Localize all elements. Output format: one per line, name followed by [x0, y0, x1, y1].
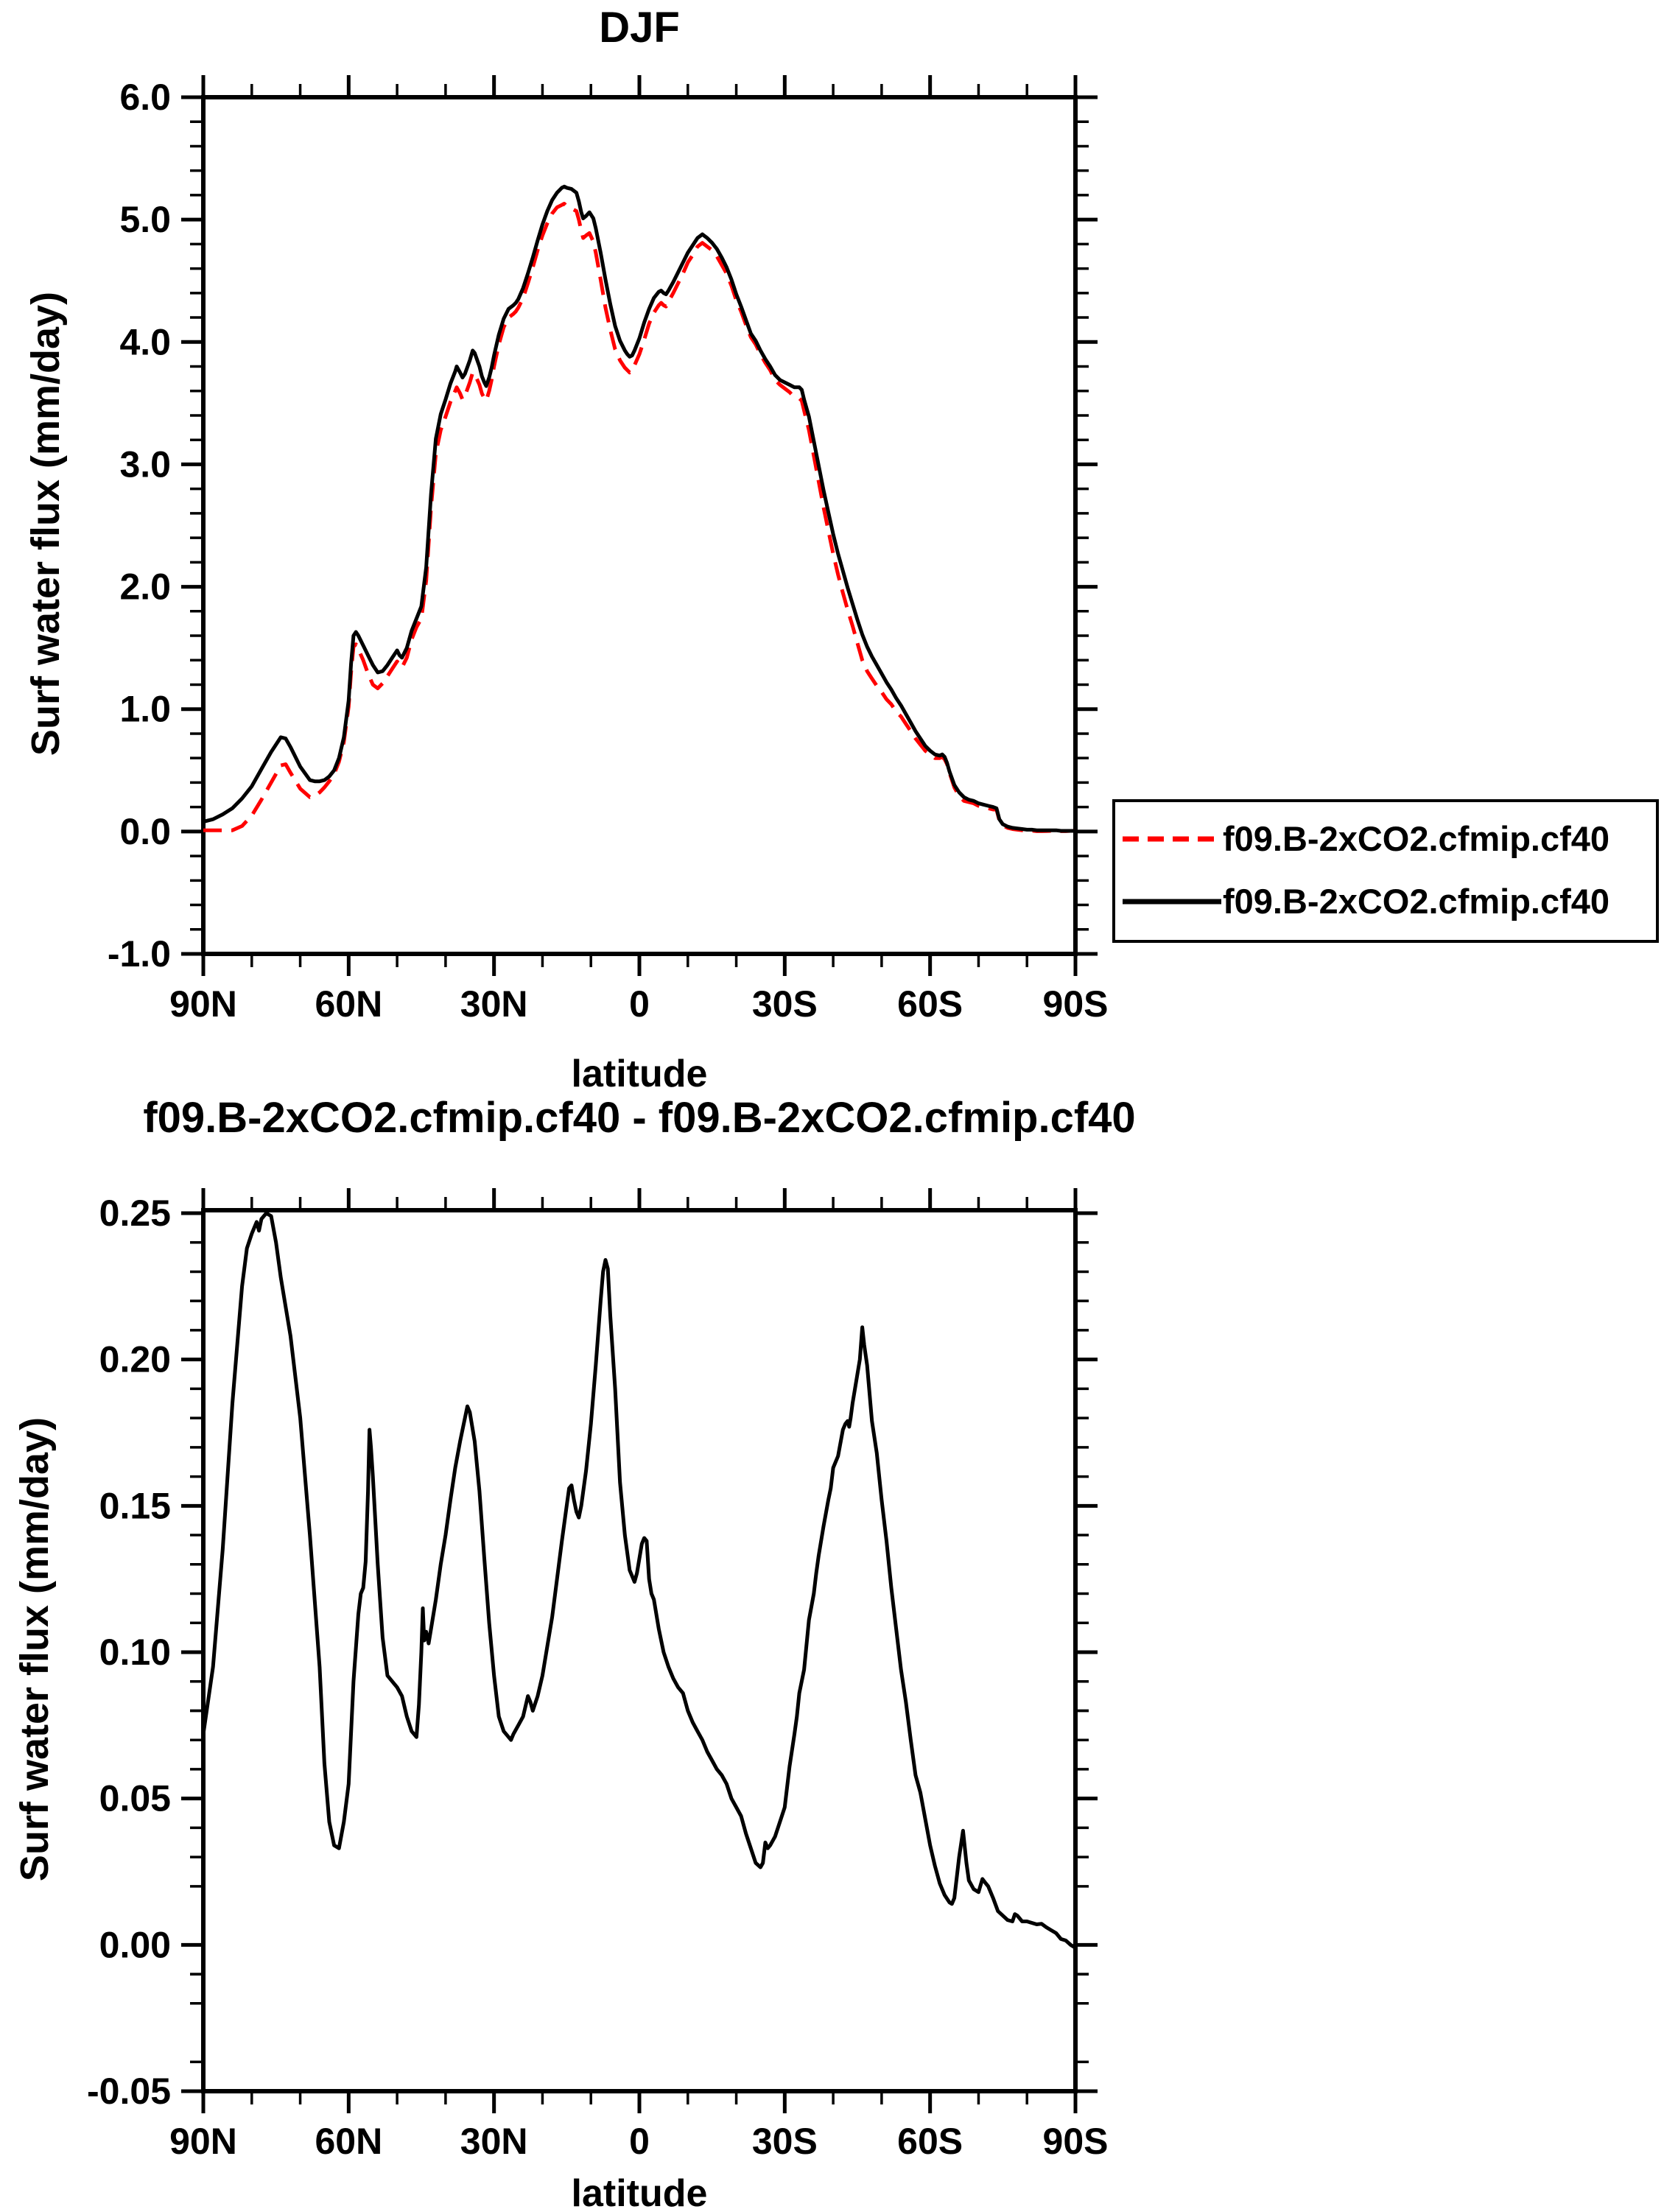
plot-frame: [201, 1208, 1078, 2093]
x-axis-tick-label: 90N: [169, 983, 237, 1025]
bottom-chart-curve: [201, 1211, 1077, 1950]
y-axis-tick-label: 1.0: [119, 689, 171, 730]
x-axis-tick-label: 90N: [169, 2121, 237, 2162]
x-axis-tick-label: 60S: [897, 2121, 963, 2162]
series-line-solid-black: [201, 1211, 1077, 1950]
bottom-chart-axes: 90N 60N 30N 0 30S 60S 90S -0.05 0.00 0.05 0.10 0.15…: [87, 1188, 1108, 2162]
legend-dashed-line-icon: [1123, 836, 1221, 842]
y-axis-tick-label: 3.0: [119, 443, 171, 485]
y-axis-tick-label: 2.0: [119, 566, 171, 608]
top-x-axis-title: latitude: [571, 1053, 708, 1095]
y-axis-tick-label: 5.0: [119, 199, 171, 240]
legend-label-red: f09.B-2xCO2.cfmip.cf40: [1223, 819, 1610, 858]
x-axis-tick-label: 60N: [315, 2121, 382, 2162]
series-line-dashed-red: [203, 202, 1076, 833]
y-axis-tick-label: 6.0: [119, 77, 171, 118]
x-axis-tick-label: 30N: [460, 2121, 528, 2162]
legend-solid-line-icon: [1123, 899, 1221, 905]
y-axis-tick-label: 0.05: [99, 1778, 171, 1819]
y-axis-tick-label: 0.15: [99, 1485, 171, 1526]
legend: f09.B-2xCO2.cfmip.cf40 f09.B-2xCO2.cfmip…: [1112, 799, 1659, 943]
y-axis-tick-label: 0.0: [119, 811, 171, 852]
x-axis-tick-label: 90S: [1043, 983, 1109, 1025]
series-line-solid-black: [203, 184, 1075, 833]
plot-frame: [201, 95, 1078, 956]
x-axis-tick-label: 60S: [897, 983, 963, 1025]
x-axis-tick-label: 30S: [752, 983, 818, 1025]
top-y-axis-title: Surf water flux (mm/day): [24, 291, 68, 756]
y-axis-tick-label: 0.00: [99, 1924, 171, 1965]
y-axis-tick-label: 0.25: [99, 1193, 171, 1234]
bottom-x-axis-title: latitude: [571, 2172, 708, 2212]
y-axis-tick-label: -0.05: [87, 2071, 171, 2112]
x-axis-tick-label: 90S: [1043, 2121, 1109, 2162]
y-axis-tick-label: -1.0: [108, 933, 171, 975]
top-chart-title: DJF: [599, 4, 680, 52]
x-axis-tick-label: 30S: [752, 2121, 818, 2162]
legend-entry-red: f09.B-2xCO2.cfmip.cf40: [1115, 817, 1656, 861]
y-axis-tick-label: 4.0: [119, 321, 171, 362]
legend-label-black: f09.B-2xCO2.cfmip.cf40: [1223, 882, 1610, 921]
bottom-chart-title: f09.B-2xCO2.cfmip.cf40 - f09.B-2xCO2.cfm…: [143, 1094, 1136, 1142]
x-axis-tick-label: 60N: [315, 983, 382, 1025]
top-chart-axes: 90N 60N 30N 0 30S 60S 90S -1.0 0.0 1.0 2.0 3.0 4.0 5.…: [108, 75, 1109, 1025]
x-axis-tick-label: 30N: [460, 983, 528, 1025]
x-axis-tick-label: 0: [629, 983, 650, 1025]
top-chart-curves: [203, 184, 1076, 833]
y-axis-tick-label: 0.20: [99, 1339, 171, 1380]
y-axis-tick-label: 0.10: [99, 1632, 171, 1673]
bottom-y-axis-title: Surf water flux (mm/day): [13, 1416, 57, 1882]
x-axis-tick-label: 0: [629, 2121, 650, 2162]
legend-entry-black: f09.B-2xCO2.cfmip.cf40: [1115, 879, 1656, 924]
